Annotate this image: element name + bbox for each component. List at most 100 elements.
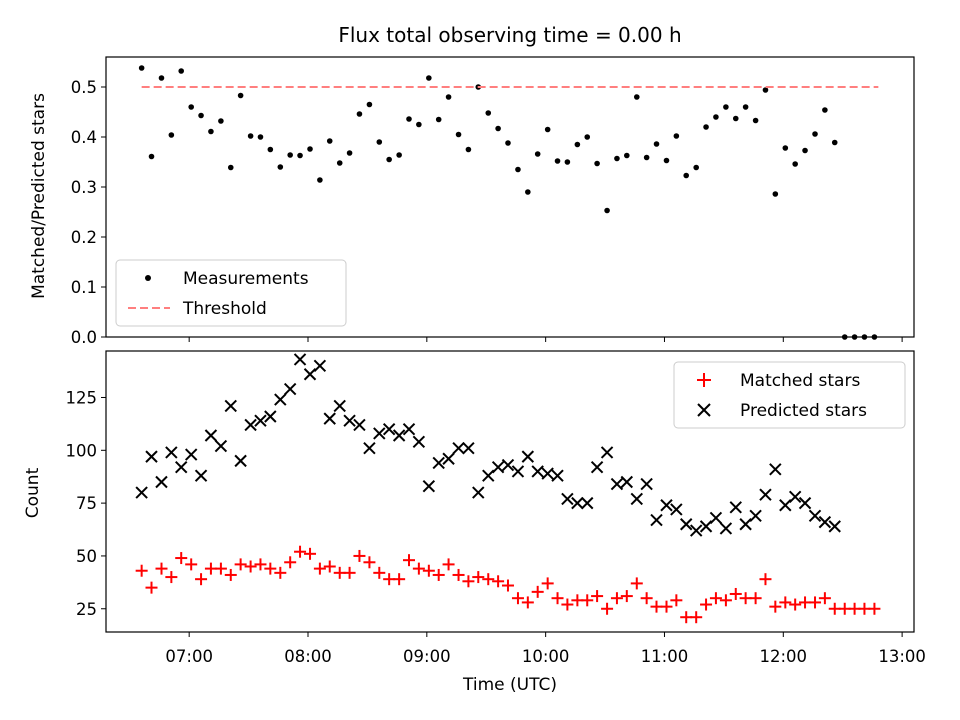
matched-star-point	[264, 562, 277, 575]
matched-star-point	[353, 549, 366, 562]
matched-star-point	[403, 554, 415, 567]
measurement-point	[435, 116, 442, 123]
predicted-star-point	[541, 467, 554, 480]
predicted-star-point	[155, 475, 168, 489]
measurement-point	[138, 65, 145, 71]
matched-star-point	[323, 560, 336, 573]
matched-star-point	[373, 566, 386, 579]
predicted-star-point	[680, 518, 693, 531]
predicted-star-point	[432, 456, 445, 470]
matched-star-point	[214, 562, 227, 575]
matched-star-point	[412, 562, 425, 575]
x-tick-label: 07:00	[165, 647, 213, 666]
matched-star-point	[581, 594, 594, 607]
measurement-point	[534, 151, 541, 157]
matched-star-point	[511, 592, 524, 605]
matched-star-point	[690, 611, 703, 624]
matched-star-point	[155, 562, 168, 575]
measurement-point	[317, 177, 323, 183]
measurement-point	[148, 153, 155, 160]
legend-measurements-label: Measurements	[183, 269, 309, 289]
measurement-point	[396, 152, 402, 158]
top-x-ticks	[188, 337, 903, 342]
predicted-star-point	[590, 460, 604, 474]
matched-star-point	[482, 573, 495, 586]
predicted-star-point	[828, 520, 841, 533]
top-y-ticks: 0.0 0.1 0.2 0.3 0.4 0.5	[71, 78, 106, 347]
measurement-point	[732, 115, 739, 122]
measurement-point	[544, 126, 551, 133]
predicted-star-point	[620, 475, 634, 489]
matched-star-point	[670, 594, 683, 607]
measurement-point	[663, 157, 670, 164]
predicted-star-point	[373, 427, 386, 440]
matched-star-point	[442, 558, 455, 571]
predicted-star-point	[204, 429, 218, 442]
matched-star-point	[274, 566, 287, 579]
measurement-point	[257, 134, 264, 140]
matched-star-point	[501, 579, 514, 592]
matched-star-point	[175, 552, 188, 565]
bottom-y-ticks: 25 50 75 100 125	[66, 388, 106, 619]
matched-star-point	[561, 598, 574, 611]
measurement-point	[406, 116, 412, 122]
predicted-star-point	[412, 435, 426, 449]
top-y-tick-label: 0.1	[71, 278, 97, 297]
matched-star-point	[759, 573, 772, 586]
matched-star-point	[601, 602, 614, 615]
measurement-point	[604, 207, 610, 214]
matched-star-point	[769, 600, 782, 613]
predicted-star-point	[214, 439, 228, 453]
x-tick-label: 10:00	[522, 647, 570, 666]
predicted-star-point	[254, 414, 267, 427]
legend-matched-marker	[697, 373, 711, 387]
measurement-point	[455, 131, 462, 138]
measurement-point	[218, 118, 224, 124]
measurement-point	[287, 152, 293, 158]
legend-threshold-label: Threshold	[182, 299, 267, 319]
measurement-point	[307, 146, 313, 152]
predicted-star-point	[184, 448, 198, 461]
predicted-star-point	[640, 477, 653, 491]
predicted-star-point	[689, 524, 703, 537]
matched-star-point	[343, 566, 356, 579]
predicted-star-point	[264, 410, 277, 423]
legend-matched-label: Matched stars	[740, 371, 860, 391]
predicted-star-point	[491, 460, 505, 474]
x-tick-label: 11:00	[641, 647, 689, 666]
matched-star-point	[700, 598, 713, 611]
predicted-star-point	[650, 513, 663, 527]
bottom-x-ticks: 07:00 08:00 09:00 10:00 11:00 12:00 13:00	[165, 632, 926, 666]
measurement-point	[624, 152, 630, 159]
measurement-point	[594, 160, 600, 167]
predicted-star-point	[808, 509, 822, 523]
measurement-point	[465, 146, 472, 153]
matched-star-point	[551, 592, 564, 605]
predicted-star-point	[561, 492, 574, 506]
matched-star-point	[284, 556, 297, 569]
predicted-star-point	[283, 382, 297, 396]
top-legend-box	[115, 259, 347, 327]
x-tick-label: 08:00	[284, 647, 332, 666]
matched-star-point	[531, 585, 544, 598]
bottom-y-axis-label: Count	[23, 467, 43, 518]
measurement-point	[366, 101, 373, 108]
measurement-point	[495, 125, 501, 132]
matched-star-point	[620, 590, 633, 603]
measurement-point	[505, 140, 511, 146]
predicted-star-point	[234, 454, 247, 468]
matched-star-point	[818, 592, 831, 605]
matched-star-point	[472, 571, 485, 584]
top-y-tick-label: 0.2	[71, 228, 97, 247]
measurement-point	[564, 159, 571, 165]
matched-star-point	[145, 581, 158, 594]
measurement-point	[326, 138, 333, 144]
predicted-star-point	[274, 393, 287, 406]
matched-star-point	[165, 571, 178, 584]
predicted-star-point	[610, 477, 624, 491]
measurement-point	[158, 75, 165, 81]
matched-star-point	[809, 596, 822, 609]
predicted-star-point	[531, 465, 544, 478]
matched-star-point	[789, 598, 802, 611]
predicted-star-point	[788, 490, 802, 503]
